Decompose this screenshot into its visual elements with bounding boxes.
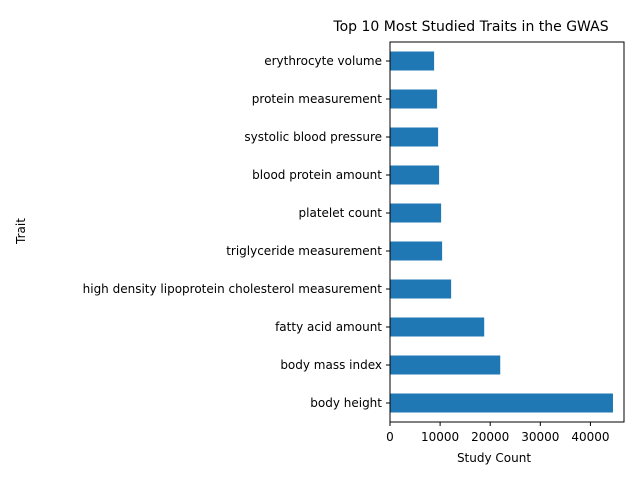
plot-frame xyxy=(389,41,625,423)
y-tick-label: high density lipoprotein cholesterol mea… xyxy=(83,282,383,296)
y-axis-ticks: body height body mass index fatty acid amo… xyxy=(83,54,390,410)
x-tick-label: 40000 xyxy=(571,430,609,444)
y-tick-label: protein measurement xyxy=(252,92,382,106)
bar xyxy=(390,203,442,223)
bar xyxy=(390,51,435,71)
x-tick-label: 0 xyxy=(386,430,394,444)
y-tick-label: body mass index xyxy=(280,358,382,372)
bar xyxy=(390,241,443,261)
bar xyxy=(390,355,501,375)
bar xyxy=(390,317,485,337)
bar xyxy=(390,393,613,413)
y-tick-label: blood protein amount xyxy=(252,168,382,182)
chart-title: Top 10 Most Studied Traits in the GWAS xyxy=(332,19,608,35)
y-tick-label: erythrocyte volume xyxy=(264,54,382,68)
y-tick-label: systolic blood pressure xyxy=(244,130,382,144)
x-tick-label: 10000 xyxy=(421,430,459,444)
bar xyxy=(390,89,438,109)
y-axis-label: Trait xyxy=(14,218,28,245)
x-tick-label: 20000 xyxy=(471,430,509,444)
bars-group xyxy=(390,51,613,413)
y-tick-label: platelet count xyxy=(299,206,383,220)
y-tick-label: triglyceride measurement xyxy=(226,244,382,258)
bar xyxy=(390,127,439,147)
x-axis-ticks: 0 10000 20000 30000 40000 xyxy=(386,422,610,444)
x-tick-label: 30000 xyxy=(521,430,559,444)
y-tick-label: fatty acid amount xyxy=(275,320,382,334)
x-axis-label: Study Count xyxy=(457,451,531,465)
y-tick-label: body height xyxy=(310,396,382,410)
bar xyxy=(390,279,452,299)
bar xyxy=(390,165,440,185)
